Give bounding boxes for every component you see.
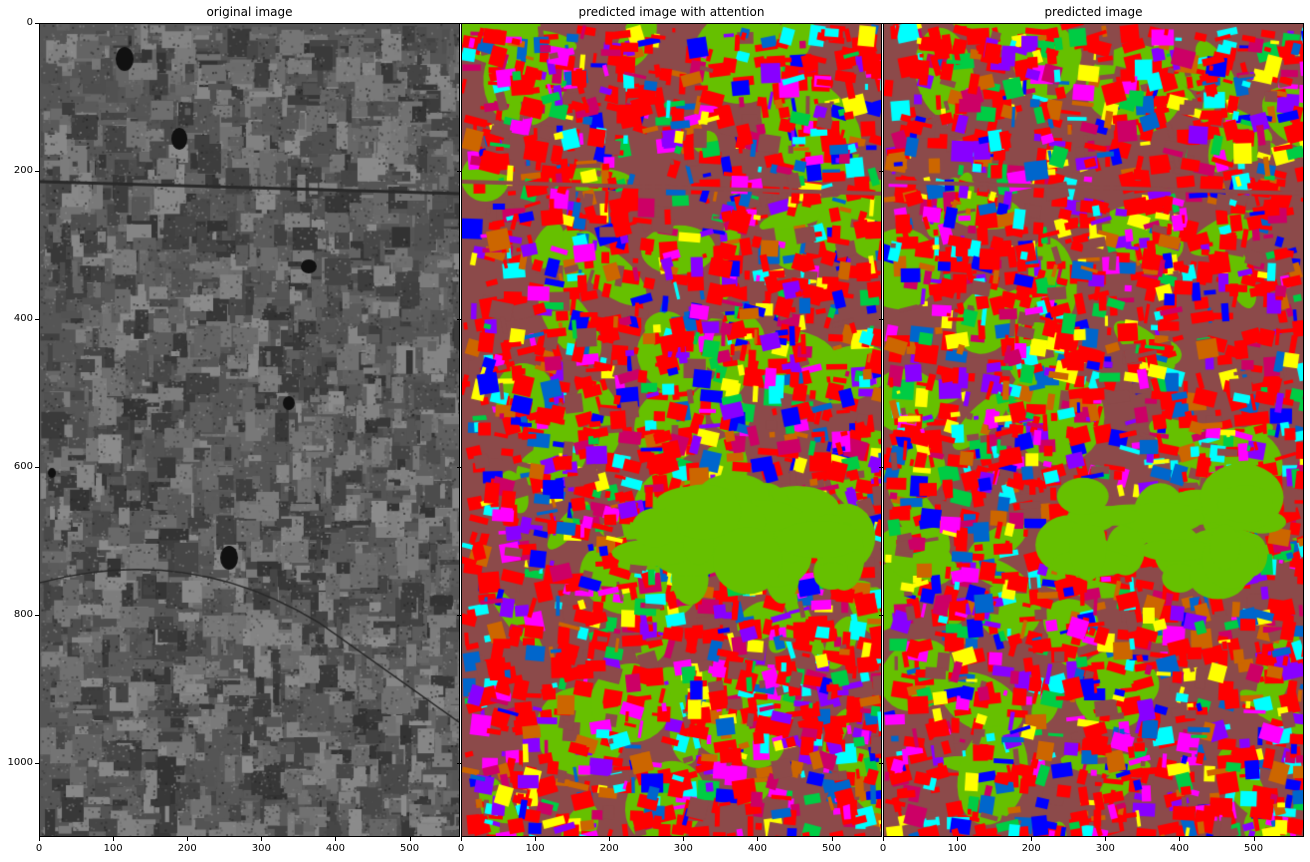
x-tick-label: 400: [1169, 843, 1190, 854]
y-tick-mark: [35, 615, 39, 616]
y-tick-mark: [35, 23, 39, 24]
x-tick-label: 400: [747, 843, 768, 854]
y-tick-mark: [457, 319, 461, 320]
x-tick-label: 300: [1095, 843, 1115, 854]
x-tick-mark: [757, 837, 759, 841]
y-tick-mark: [35, 763, 39, 764]
x-tick-label: 100: [103, 843, 123, 854]
x-tick-mark: [1031, 837, 1033, 841]
y-tick-mark: [879, 615, 883, 616]
x-tick-mark: [261, 837, 263, 841]
x-tick-label: 500: [1244, 843, 1264, 854]
original-satellite-image: [39, 23, 460, 837]
y-tick-label: 800: [13, 609, 33, 620]
y-tick-mark: [457, 171, 461, 172]
x-tick-label: 0: [879, 843, 887, 854]
y-tick-mark: [35, 467, 39, 468]
y-tick-label: 400: [13, 313, 33, 324]
x-tick-label: 200: [1021, 843, 1041, 854]
title-predicted-image: predicted image: [1044, 5, 1143, 19]
title-original-image: original image: [206, 5, 293, 19]
x-tick-label: 0: [457, 843, 465, 854]
y-tick-mark: [879, 319, 883, 320]
y-tick-mark: [457, 615, 461, 616]
title-predicted-with-attention: predicted image with attention: [578, 5, 765, 19]
y-tick-mark: [35, 319, 39, 320]
y-tick-mark: [457, 467, 461, 468]
x-tick-mark: [831, 837, 833, 841]
y-tick-label: 200: [13, 165, 33, 176]
x-tick-mark: [957, 837, 959, 841]
x-tick-mark: [39, 837, 40, 841]
x-tick-label: 300: [251, 843, 271, 854]
x-tick-mark: [113, 837, 115, 841]
y-tick-mark: [35, 171, 39, 172]
x-tick-label: 400: [325, 843, 346, 854]
x-tick-label: 500: [822, 843, 842, 854]
y-tick-mark: [879, 763, 883, 764]
x-tick-mark: [535, 837, 537, 841]
x-tick-label: 200: [177, 843, 197, 854]
segmentation-attention-image: [461, 23, 882, 837]
x-tick-mark: [1253, 837, 1255, 841]
y-tick-mark: [879, 467, 883, 468]
x-tick-mark: [1105, 837, 1107, 841]
prediction-segmentation-canvas: [884, 24, 1303, 836]
attention-segmentation-canvas: [462, 24, 881, 836]
segmentation-prediction-image: [883, 23, 1304, 837]
x-tick-label: 200: [599, 843, 619, 854]
x-tick-mark: [609, 837, 611, 841]
x-tick-mark: [409, 837, 411, 841]
x-tick-mark: [683, 837, 685, 841]
x-tick-label: 100: [525, 843, 545, 854]
x-tick-label: 300: [673, 843, 693, 854]
x-tick-label: 100: [947, 843, 967, 854]
y-tick-mark: [879, 171, 883, 172]
y-tick-mark: [879, 23, 883, 24]
x-tick-mark: [1179, 837, 1181, 841]
y-tick-label: 600: [13, 461, 33, 472]
x-tick-mark: [187, 837, 189, 841]
x-tick-mark: [461, 837, 462, 841]
x-tick-label: 500: [400, 843, 420, 854]
x-tick-mark: [883, 837, 884, 841]
original-image-canvas: [40, 24, 459, 836]
y-tick-mark: [457, 763, 461, 764]
y-tick-label: 0: [26, 17, 33, 28]
x-tick-label: 0: [35, 843, 43, 854]
y-tick-label: 1000: [7, 757, 33, 768]
x-tick-mark: [335, 837, 337, 841]
y-tick-mark: [457, 23, 461, 24]
